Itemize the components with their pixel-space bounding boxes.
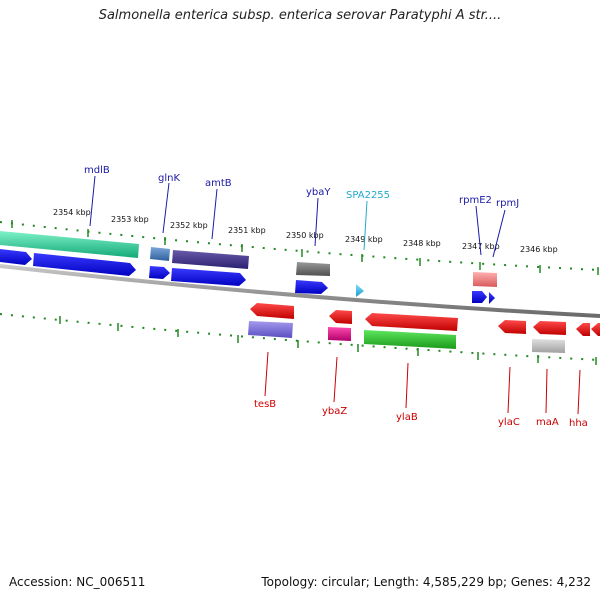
gene-label-ybaY[interactable]: ybaY <box>306 187 331 198</box>
tick-label: 2352 kbp <box>170 221 208 230</box>
feature-amtB-block[interactable] <box>172 250 249 269</box>
forward-features <box>0 231 497 287</box>
gene-arrow-forward[interactable] <box>33 253 136 276</box>
reverse-features <box>248 303 600 353</box>
gene-label-mdlB[interactable]: mdlB <box>84 165 110 176</box>
gene-arrow-reverse[interactable] <box>250 303 294 319</box>
genome-backbone <box>0 264 600 318</box>
inner-scale-dots <box>0 313 600 361</box>
feature-ybaY-block[interactable] <box>296 262 330 276</box>
genome-summary-text: Topology: circular; Length: 4,585,229 bp… <box>261 575 591 589</box>
gene-arrow-forward[interactable] <box>295 280 328 294</box>
gene-label-amtB[interactable]: amtB <box>205 178 232 189</box>
gene-arrow-reverse[interactable] <box>576 323 590 336</box>
gene-arrow-forward[interactable] <box>0 249 32 265</box>
gene-arrow-reverse[interactable] <box>533 321 566 335</box>
feature-maA-block[interactable] <box>532 339 565 353</box>
forward-leader-lines <box>89 175 506 258</box>
tick-label: 2350 kbp <box>286 231 324 240</box>
gene-label-glnK[interactable]: glnK <box>158 173 180 184</box>
inner-major-ticks <box>59 316 597 365</box>
feature-mdlB-region[interactable] <box>0 231 139 258</box>
outer-major-ticks <box>11 220 599 275</box>
gene-label-SPA2255[interactable]: SPA2255 <box>346 190 390 201</box>
gene-arrow-forward[interactable] <box>149 266 170 279</box>
gene-label-maA[interactable]: maA <box>536 417 559 428</box>
outer-scale-dots <box>0 221 600 271</box>
gene-label-ybaZ[interactable]: ybaZ <box>322 406 347 417</box>
genome-title: Salmonella enterica subsp. enterica sero… <box>98 8 502 23</box>
forward-gene-labels: mdlB glnK amtB ybaY SPA2255 rpmE2 rpmJ <box>84 165 519 209</box>
gene-arrow-reverse[interactable] <box>498 320 526 334</box>
tick-label: 2347 kbp <box>462 242 500 251</box>
tick-label: 2346 kbp <box>520 245 558 254</box>
feature-rpmE2-block[interactable] <box>473 272 497 287</box>
gene-arrow-forward[interactable] <box>171 268 246 286</box>
feature-glnK-block[interactable] <box>150 247 170 261</box>
feature-tesB-block[interactable] <box>248 321 293 338</box>
accession-text: Accession: NC_006511 <box>9 575 146 589</box>
tick-label: 2353 kbp <box>111 215 149 224</box>
reverse-gene-labels: tesB ybaZ ylaB ylaC maA hha <box>254 399 588 429</box>
gene-arrow-reverse[interactable] <box>365 313 458 331</box>
gene-label-rpmJ[interactable]: rpmJ <box>496 198 519 209</box>
gene-arrow-SPA2255[interactable] <box>356 284 364 297</box>
tick-label: 2354 kbp <box>53 208 91 217</box>
tick-label: 2351 kbp <box>228 226 266 235</box>
gene-label-ylaB[interactable]: ylaB <box>396 412 418 423</box>
gene-label-hha[interactable]: hha <box>569 418 588 429</box>
gene-arrow-forward[interactable] <box>489 292 495 304</box>
gene-arrow-reverse[interactable] <box>591 323 600 336</box>
gene-arrow-reverse[interactable] <box>329 310 352 324</box>
gene-label-ylaC[interactable]: ylaC <box>498 417 520 428</box>
gene-label-tesB[interactable]: tesB <box>254 399 276 410</box>
scale-tick-labels: 2354 kbp 2353 kbp 2352 kbp 2351 kbp 2350… <box>53 208 558 254</box>
gene-label-rpmE2[interactable]: rpmE2 <box>459 195 492 206</box>
tick-label: 2349 kbp <box>345 235 383 244</box>
feature-ylaB-block[interactable] <box>364 330 456 349</box>
reverse-leader-lines <box>264 351 581 415</box>
spa2255-leader-line <box>363 200 368 251</box>
gene-arrow-forward[interactable] <box>472 291 487 303</box>
feature-ybaZ-block[interactable] <box>328 327 351 341</box>
forward-gene-arrows <box>0 249 495 304</box>
tick-label: 2348 kbp <box>403 239 441 248</box>
